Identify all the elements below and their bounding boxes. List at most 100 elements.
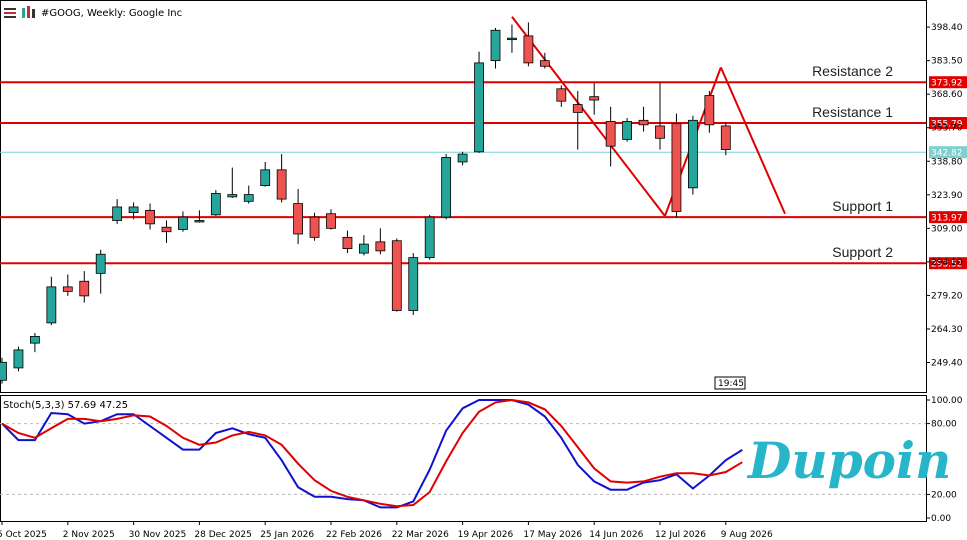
x-tick-label: 14 Jun 2026 bbox=[589, 530, 643, 540]
candle bbox=[13, 349, 24, 369]
x-tick-label: 17 May 2026 bbox=[523, 530, 582, 540]
candle bbox=[95, 253, 106, 274]
level-label: Resistance 2 bbox=[812, 63, 893, 79]
candle bbox=[704, 95, 715, 126]
candle bbox=[556, 88, 567, 102]
candle bbox=[194, 220, 205, 223]
candle bbox=[720, 125, 731, 150]
candle bbox=[539, 60, 550, 67]
candle bbox=[671, 123, 682, 212]
chart-type-icon[interactable] bbox=[22, 6, 35, 18]
candle bbox=[227, 194, 238, 198]
stoch-tick-label: 80.00 bbox=[931, 420, 957, 430]
x-tick-label: 22 Mar 2026 bbox=[392, 530, 449, 540]
candle bbox=[375, 241, 386, 252]
candle bbox=[62, 286, 73, 292]
y-tick-label: 294.10 bbox=[931, 258, 963, 268]
candle bbox=[161, 226, 172, 233]
y-tick-label: 383.50 bbox=[931, 57, 963, 67]
level-label: Resistance 1 bbox=[812, 104, 893, 120]
svg-text:Dupoin: Dupoin bbox=[746, 431, 951, 490]
candle bbox=[326, 213, 336, 229]
candle bbox=[210, 193, 221, 216]
price-pane-frame bbox=[0, 0, 927, 393]
candle bbox=[655, 125, 665, 139]
y-tick-label: 398.40 bbox=[931, 23, 963, 33]
y-tick-label: 323.90 bbox=[931, 191, 963, 201]
candle bbox=[441, 157, 452, 218]
y-tick-label: 368.60 bbox=[931, 90, 963, 100]
x-tick-label: 2 Nov 2025 bbox=[63, 530, 115, 540]
candle bbox=[128, 206, 139, 213]
y-tick-label: 249.40 bbox=[931, 359, 963, 369]
x-tick-label: 5 Oct 2025 bbox=[0, 530, 47, 540]
candle bbox=[358, 243, 369, 254]
y-tick-label: 279.20 bbox=[931, 291, 963, 301]
candle bbox=[29, 336, 40, 344]
candle bbox=[79, 280, 90, 297]
candle bbox=[276, 169, 287, 200]
stoch-label: Stoch(5,3,3) 57.69 47.25 bbox=[3, 400, 128, 411]
level-label: Support 1 bbox=[832, 198, 893, 214]
time-tag: 19:45 bbox=[714, 376, 746, 390]
candle bbox=[46, 286, 57, 324]
candle bbox=[507, 37, 517, 41]
candle bbox=[457, 153, 468, 163]
chart-title: #GOOG, Weekly: Google Inc bbox=[41, 8, 182, 19]
price-tag bbox=[929, 211, 967, 224]
x-tick-label: 19 Apr 2026 bbox=[458, 530, 514, 540]
price-tag-label: 313.97 bbox=[931, 214, 963, 224]
candle bbox=[424, 216, 435, 259]
price-tag bbox=[929, 76, 967, 89]
candle bbox=[638, 119, 649, 126]
price-tag bbox=[929, 146, 967, 159]
price-tag-label: 355.79 bbox=[931, 120, 963, 130]
chart-menu-icon[interactable] bbox=[4, 8, 16, 18]
trendline bbox=[719, 67, 786, 215]
candle bbox=[145, 209, 155, 225]
candle bbox=[0, 361, 7, 381]
x-tick-label: 9 Aug 2026 bbox=[721, 530, 773, 540]
candle bbox=[490, 29, 501, 62]
candle bbox=[408, 257, 419, 311]
candle bbox=[391, 240, 402, 311]
stoch-tick-label: 20.00 bbox=[931, 490, 957, 500]
stoch-pane-frame bbox=[0, 395, 927, 522]
candle bbox=[523, 35, 534, 64]
candle bbox=[243, 194, 254, 202]
x-tick-label: 28 Dec 2025 bbox=[194, 530, 252, 540]
x-tick-label: 22 Feb 2026 bbox=[326, 530, 382, 540]
price-tag-label: 293.52 bbox=[931, 260, 963, 270]
price-tag-label: 342.82 bbox=[931, 149, 963, 159]
stoch-tick-label: 0.00 bbox=[931, 514, 951, 524]
y-tick-label: 264.30 bbox=[931, 325, 963, 335]
dupoin-logo: Dupoin bbox=[746, 431, 951, 490]
candle bbox=[342, 236, 353, 250]
y-tick-label: 353.70 bbox=[931, 124, 963, 134]
candle bbox=[572, 104, 583, 113]
stoch-main-line bbox=[1, 399, 743, 509]
price-tag-label: 373.92 bbox=[931, 79, 963, 89]
candle bbox=[293, 203, 304, 235]
candle bbox=[112, 206, 123, 221]
x-tick-label: 12 Jul 2026 bbox=[655, 530, 706, 540]
candle bbox=[589, 96, 600, 101]
trendline bbox=[511, 16, 666, 217]
svg-text:19:45: 19:45 bbox=[718, 379, 744, 389]
level-label: Support 2 bbox=[832, 244, 893, 260]
candle bbox=[260, 169, 271, 186]
candle bbox=[309, 216, 320, 238]
y-tick-label: 309.00 bbox=[931, 224, 963, 234]
stoch-tick-label: 100.00 bbox=[931, 396, 963, 406]
candle bbox=[178, 216, 188, 230]
x-tick-label: 30 Nov 2025 bbox=[129, 530, 187, 540]
candle bbox=[622, 121, 632, 140]
candle bbox=[474, 62, 484, 153]
x-tick-label: 25 Jan 2026 bbox=[260, 530, 314, 540]
price-tag bbox=[929, 117, 967, 130]
price-tag bbox=[929, 257, 967, 270]
stoch-signal-line bbox=[1, 398, 743, 508]
y-tick-label: 338.80 bbox=[931, 157, 963, 167]
candle bbox=[605, 121, 616, 147]
